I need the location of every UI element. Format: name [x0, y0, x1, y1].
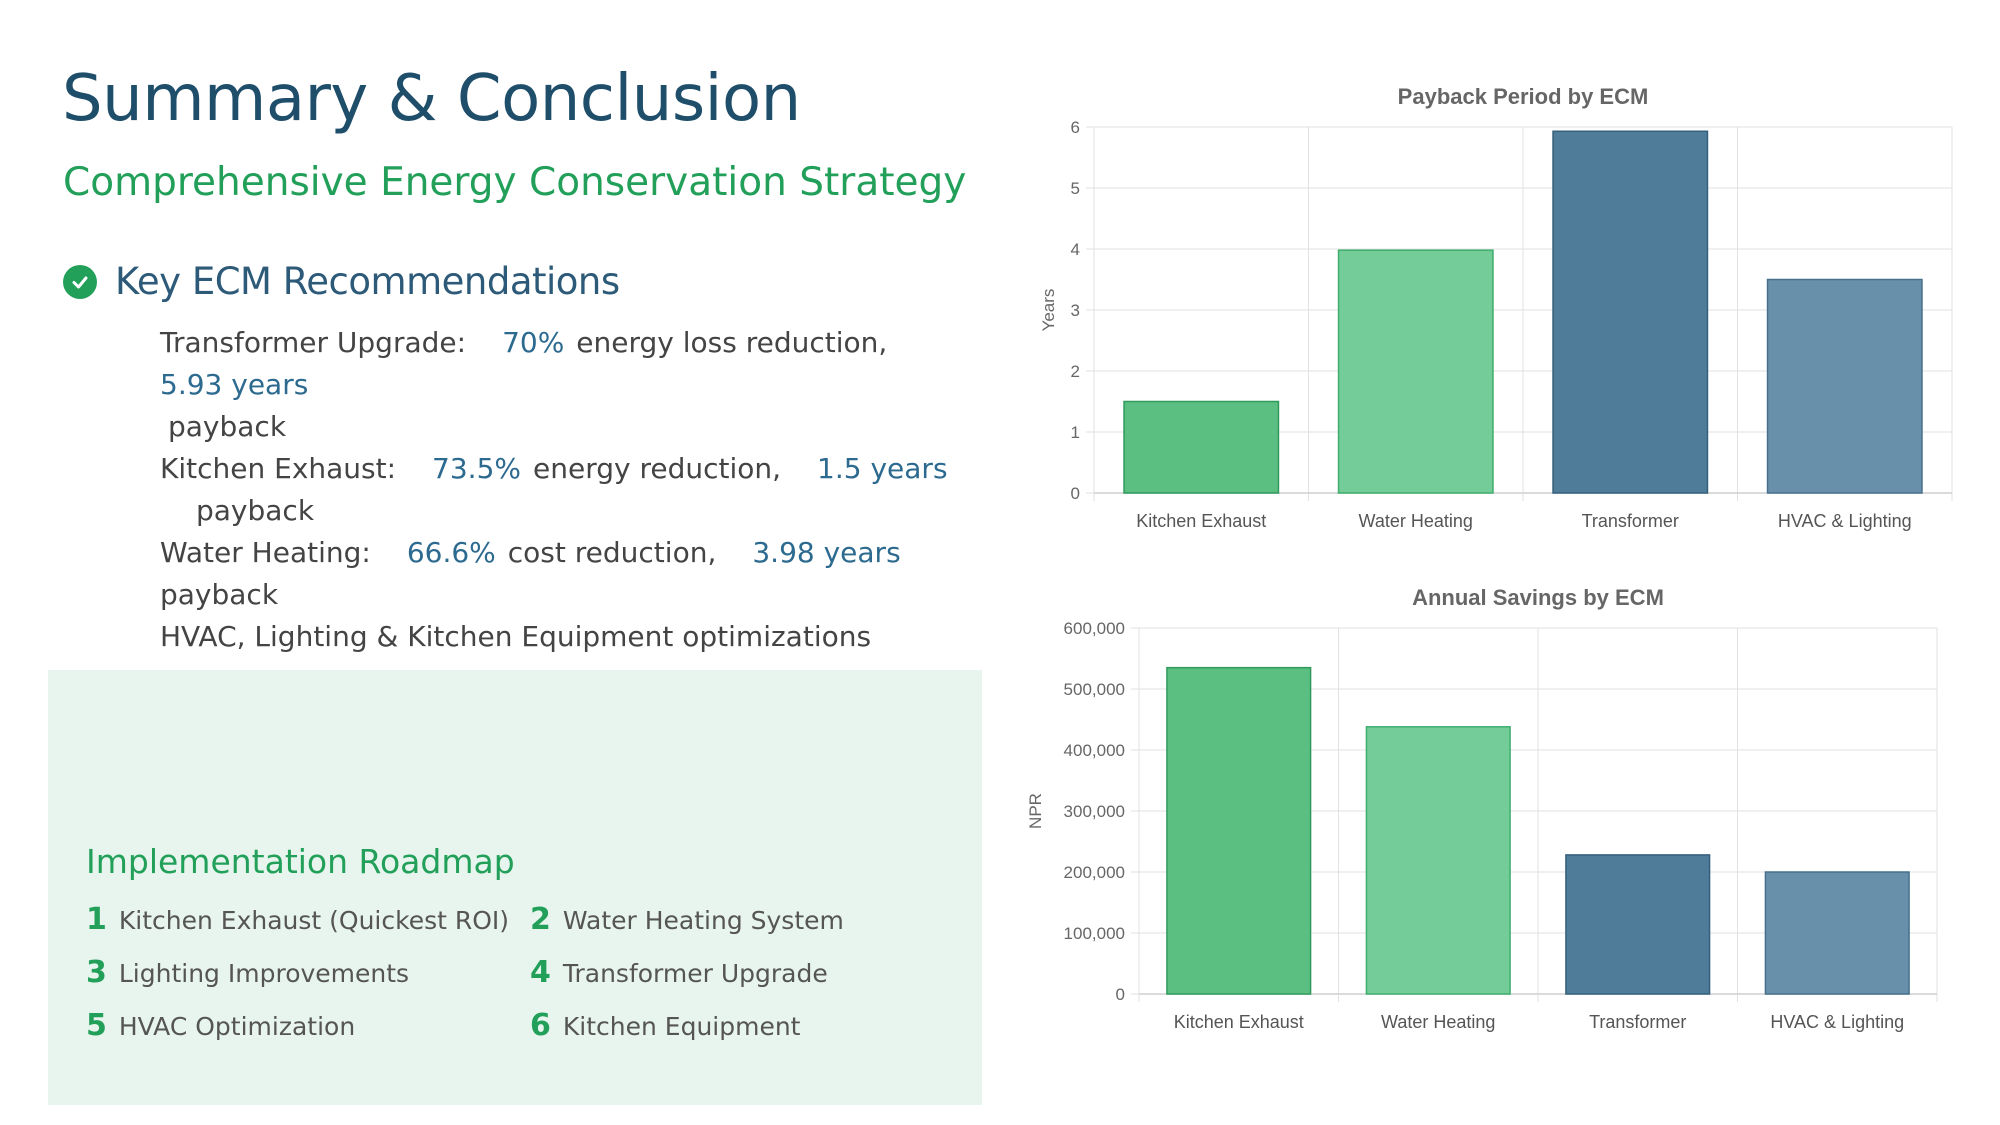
y-tick-label: 5 — [1071, 179, 1080, 198]
y-tick-label: 4 — [1071, 240, 1080, 259]
page-subtitle: Comprehensive Energy Conservation Strate… — [63, 160, 967, 205]
rec-text: payback — [196, 494, 315, 527]
recommendation-item: Water Heating: 66.6% cost reduction, 3.98 y… — [160, 532, 960, 616]
chart-title: Payback Period by ECM — [1398, 84, 1649, 109]
x-tick-label: Transformer — [1582, 511, 1679, 531]
roadmap-title: Implementation Roadmap — [86, 842, 515, 881]
rec-value: 3.98 years — [752, 536, 901, 569]
chart-title: Annual Savings by ECM — [1412, 585, 1664, 610]
step-label: Water Heating System — [562, 906, 844, 935]
step-number: 1 — [86, 902, 107, 937]
rec-text: payback — [168, 410, 287, 443]
recommendations-title: Key ECM Recommendations — [115, 260, 620, 303]
recommendations-list: Transformer Upgrade: 70% energy loss reduc… — [160, 322, 960, 658]
step-number: 6 — [530, 1008, 551, 1043]
y-tick-label: 3 — [1071, 301, 1080, 320]
step-number: 3 — [86, 955, 107, 990]
rec-value: 70% — [502, 326, 565, 359]
bar-hvac-lighting — [1766, 278, 1923, 494]
y-tick-label: 300,000 — [1064, 802, 1125, 821]
step-label: HVAC Optimization — [118, 1012, 356, 1041]
roadmap-step: 2 Water Heating System — [530, 902, 844, 937]
roadmap-step: 3 Lighting Improvements — [86, 955, 409, 990]
roadmap-step: 1 Kitchen Exhaust (Quickest ROI) — [86, 902, 509, 937]
step-label: Kitchen Exhaust (Quickest ROI) — [118, 906, 510, 935]
check-circle-icon — [63, 264, 97, 299]
y-axis-label: Years — [1039, 289, 1058, 332]
x-tick-label: Kitchen Exhaust — [1174, 1012, 1304, 1032]
roadmap-step: 4 Transformer Upgrade — [530, 955, 828, 990]
y-tick-label: 2 — [1071, 362, 1080, 381]
rec-text: payback — [160, 578, 279, 611]
y-tick-label: 1 — [1071, 423, 1080, 442]
y-tick-label: 0 — [1071, 484, 1080, 503]
y-tick-label: 600,000 — [1064, 619, 1125, 638]
x-tick-label: HVAC & Lighting — [1770, 1012, 1904, 1032]
x-tick-label: Transformer — [1589, 1012, 1686, 1032]
rec-value: 73.5% — [432, 452, 521, 485]
step-number: 4 — [530, 955, 551, 990]
payback-chart: Payback Period by ECM 0 1 2 3 4 5 6 Kitchen Exha… — [1020, 70, 1980, 550]
rec-text: energy loss reduction, — [576, 326, 888, 359]
roadmap-step: 5 HVAC Optimization — [86, 1008, 355, 1043]
y-tick-label: 400,000 — [1064, 741, 1125, 760]
rec-text: cost reduction, — [507, 536, 717, 569]
y-tick-label: 0 — [1116, 985, 1125, 1004]
x-tick-label: Water Heating — [1359, 511, 1473, 531]
step-label: Transformer Upgrade — [562, 959, 828, 988]
y-tick-label: 500,000 — [1064, 680, 1125, 699]
page-title: Summary & Conclusion — [62, 62, 801, 136]
x-tick-label: HVAC & Lighting — [1778, 511, 1912, 531]
step-label: Lighting Improvements — [118, 959, 410, 988]
bar-water-heating — [1365, 726, 1511, 995]
bar-kitchen-exhaust — [1166, 666, 1312, 995]
rec-value: 66.6% — [406, 536, 496, 569]
step-number: 5 — [86, 1008, 107, 1043]
bar-water-heating — [1337, 249, 1494, 494]
recommendations-heading: Key ECM Recommendations — [63, 260, 620, 303]
bar-transformer — [1552, 130, 1709, 494]
recommendation-item: Transformer Upgrade: 70% energy loss reduc… — [160, 322, 960, 448]
x-tick-label: Water Heating — [1381, 1012, 1495, 1032]
rec-label: Water Heating: — [160, 536, 371, 569]
roadmap-panel: Implementation Roadmap 1 Kitchen Exhaust … — [48, 670, 982, 1105]
roadmap-step: 6 Kitchen Equipment — [530, 1008, 801, 1043]
recommendation-item: Kitchen Exhaust: 73.5% energy reduction, 1.… — [160, 448, 960, 532]
step-number: 2 — [530, 902, 551, 937]
rec-text: energy reduction, — [533, 452, 782, 485]
recommendation-item: HVAC, Lighting & Kitchen Equipment optim… — [160, 620, 872, 653]
rec-value: 5.93 years — [160, 368, 309, 401]
step-label: Kitchen Equipment — [562, 1012, 801, 1041]
y-tick-label: 200,000 — [1064, 863, 1125, 882]
y-axis-label: NPR — [1026, 793, 1045, 829]
x-tick-label: Kitchen Exhaust — [1136, 511, 1266, 531]
y-tick-label: 6 — [1071, 118, 1080, 137]
y-tick-label: 100,000 — [1064, 924, 1125, 943]
bar-transformer — [1565, 854, 1711, 995]
payback-chart-svg: Payback Period by ECM 0 1 2 3 4 5 6 Kitchen Exha… — [1039, 84, 1953, 531]
rec-label: Kitchen Exhaust: — [160, 452, 397, 485]
bar-kitchen-exhaust — [1123, 400, 1280, 494]
rec-value: 1.5 years — [817, 452, 948, 485]
bar-hvac-lighting — [1764, 871, 1910, 995]
savings-chart: Annual Savings by ECM 0 100,000 200,000 300,… — [1020, 570, 1980, 1050]
savings-chart-svg: Annual Savings by ECM 0 100,000 200,000 300,… — [1026, 585, 1938, 1032]
rec-label: Transformer Upgrade: — [160, 326, 467, 359]
